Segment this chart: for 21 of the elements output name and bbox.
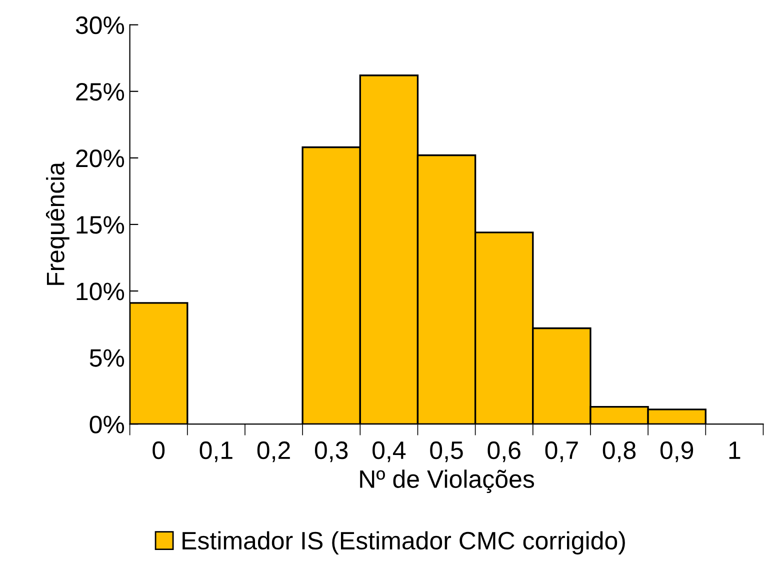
x-tick-label: 0,4 — [372, 441, 406, 462]
x-axis-title: Nº de Violações — [360, 470, 534, 494]
x-tick-label: 0,9 — [660, 441, 694, 462]
x-tick-label: 0,3 — [314, 441, 348, 462]
x-tick-label: 0,7 — [545, 441, 578, 462]
y-tick-label: 5% — [90, 349, 124, 367]
x-tick-label: 0,2 — [257, 441, 290, 462]
legend-label: Estimador IS (Estimador CMC corrigido) — [182, 531, 625, 554]
y-tick-label: 20% — [76, 150, 124, 168]
y-tick-label: 0% — [90, 416, 124, 434]
x-tick-label: 1 — [729, 442, 740, 459]
x-tick-label: 0,6 — [488, 441, 520, 462]
x-tick-label: 0,1 — [200, 441, 232, 462]
y-tick-label: 10% — [76, 282, 124, 300]
x-tick-label: 0,8 — [602, 441, 636, 462]
x-tick-label: 0,5 — [430, 441, 463, 462]
y-tick-label: 30% — [76, 16, 124, 34]
y-tick-label: 25% — [76, 82, 124, 101]
x-tick-label: 0 — [152, 441, 165, 460]
y-axis-title: Frequência — [46, 162, 70, 285]
y-tick-label: 15% — [76, 216, 124, 234]
